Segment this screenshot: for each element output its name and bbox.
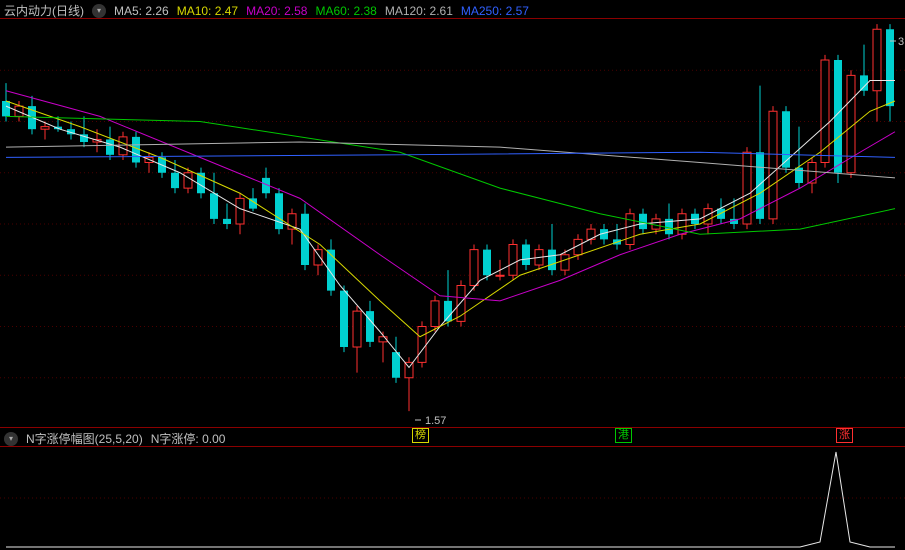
ma-indicator: MA120: 2.61 [385,4,453,18]
ma-indicator-row: MA5: 2.26 MA10: 2.47 MA20: 2.58 MA60: 2.38 M… [114,4,537,18]
ma-indicator: MA10: 2.47 [177,4,238,18]
sub-indicator-title: N字涨停幅图(25,5,20) [26,430,143,447]
chart-tag: 榜 [412,428,429,443]
ma-indicator: MA20: 2.58 [246,4,307,18]
chart-header: 云内动力(日线) ▾ MA5: 2.26 MA10: 2.47 MA20: 2.58… [4,2,537,19]
main-candlestick-chart[interactable]: 1.57 3. [0,18,905,428]
svg-text:3.: 3. [898,36,905,48]
chart-tag: 涨 [836,428,853,443]
ma-indicator: MA5: 2.26 [114,4,169,18]
ma-indicator: MA60: 2.38 [315,4,376,18]
chevron-down-icon[interactable]: ▾ [92,4,106,18]
chart-tag: 港 [615,428,632,443]
ma-indicator: MA250: 2.57 [461,4,529,18]
sub-indicator-value: N字涨停: 0.00 [151,430,226,447]
chevron-down-icon[interactable]: ▾ [4,432,18,446]
stock-title: 云内动力(日线) [4,2,84,19]
svg-text:1.57: 1.57 [425,415,446,427]
sub-indicator-header: ▾ N字涨停幅图(25,5,20) N字涨停: 0.00 [4,430,225,447]
sub-indicator-chart[interactable] [0,446,905,549]
